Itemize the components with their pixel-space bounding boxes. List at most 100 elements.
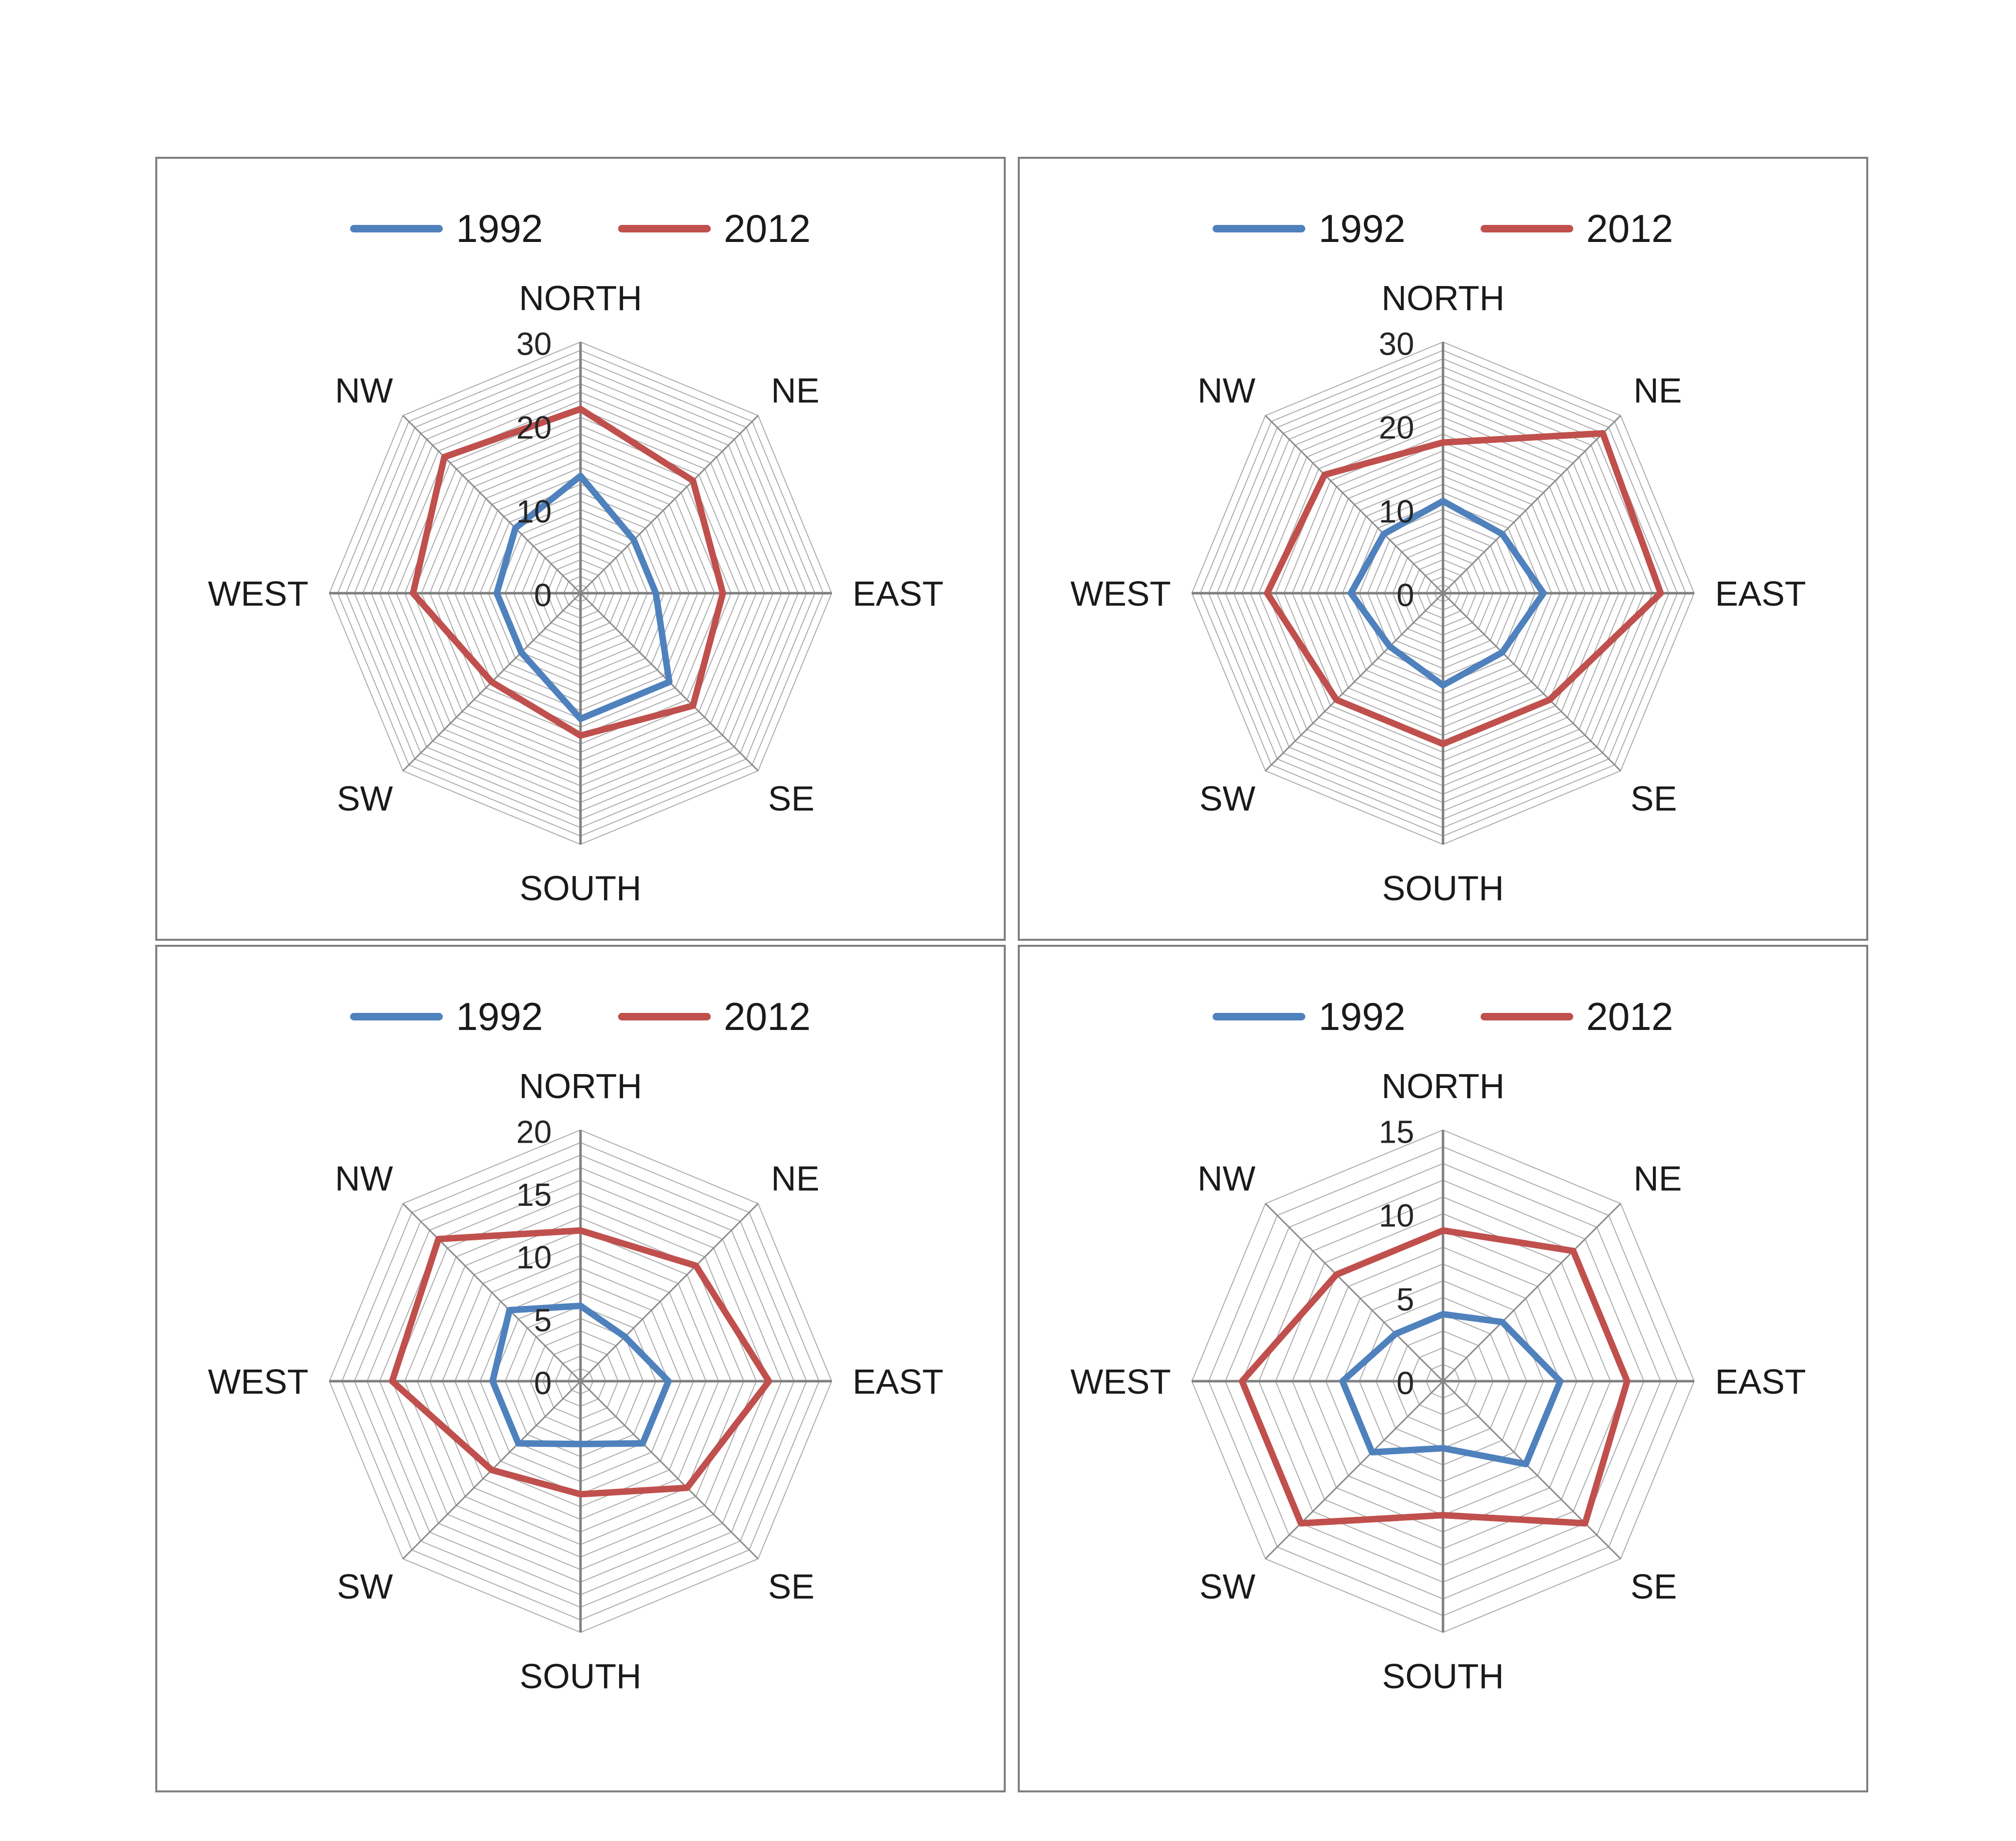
tick-label-0: 0	[1396, 578, 1414, 613]
legend-swatch-1992	[1213, 1012, 1306, 1020]
series-1992-polygon	[1347, 497, 1547, 689]
radar-panel-bottom-right: 1992 2012 0 5 10 15 NORTH NE EAST SE SOUTH SW WEST…	[1018, 945, 1868, 1792]
axis-label-ne: NE	[1633, 1159, 1682, 1198]
axis-spoke-ne	[1442, 1203, 1621, 1382]
axis-label-ne: NE	[771, 1159, 819, 1198]
legend-swatch-1992	[350, 1012, 443, 1020]
radar-panel-bottom-left: 1992 2012 0 5 10 15 20 NORTH NE EAST SE SOUTH SW WE…	[155, 945, 1006, 1792]
axis-label-west: WEST	[208, 574, 309, 613]
legend-swatch-1992	[350, 224, 443, 232]
axis-label-south: SOUTH	[519, 1657, 641, 1696]
tick-label-30: 30	[516, 327, 552, 362]
axis-label-west: WEST	[208, 1362, 309, 1401]
legend-item-1992: 1992	[1213, 997, 1405, 1036]
tick-label-15: 15	[1379, 1115, 1414, 1150]
legend-label-1992: 1992	[1318, 994, 1405, 1038]
tick-label-5: 5	[534, 1303, 551, 1339]
axis-spoke-sw	[1265, 593, 1444, 771]
legend-swatch-2012	[1481, 1012, 1573, 1020]
series-1992-polygon	[1339, 1310, 1564, 1468]
legend-swatch-1992	[1213, 224, 1306, 232]
tick-label-0: 0	[534, 578, 551, 613]
axis-label-se: SE	[768, 1567, 814, 1606]
axis-label-north: NORTH	[1381, 1067, 1505, 1106]
tick-label-30: 30	[1379, 327, 1414, 362]
axis-spoke-se	[580, 1381, 759, 1559]
legend-label-1992: 1992	[456, 994, 543, 1038]
series-2012-polygon	[1239, 1227, 1631, 1527]
radar-chart-grid: 1992 2012 0 10 20 30 NORTH NE EAST SE SOUTH SW WES…	[155, 157, 1868, 1792]
tick-label-10: 10	[1379, 494, 1414, 530]
axis-label-south: SOUTH	[1382, 1657, 1504, 1696]
series-2012-polygon	[1264, 430, 1664, 747]
tick-label-15: 15	[516, 1177, 552, 1213]
axis-label-west: WEST	[1070, 574, 1171, 613]
axis-spoke-sw	[1265, 1381, 1444, 1559]
legend-label-2012: 2012	[1586, 994, 1673, 1038]
radar-chart-top-left: 0 10 20 30 NORTH NE EAST SE SOUTH SW WEST NW	[208, 279, 944, 908]
tick-label-10: 10	[516, 1240, 552, 1275]
axis-spoke-se	[1442, 593, 1621, 771]
axis-label-sw: SW	[337, 1567, 393, 1606]
legend-item-1992: 1992	[350, 997, 543, 1036]
axis-spoke-ne	[580, 1203, 759, 1382]
axis-label-north: NORTH	[1381, 279, 1505, 318]
tick-label-5: 5	[1396, 1282, 1414, 1318]
chart-legend: 1992 2012	[350, 209, 811, 248]
legend-swatch-2012	[618, 224, 711, 232]
axis-spoke-nw	[1265, 415, 1444, 594]
axis-label-east: EAST	[852, 574, 944, 613]
legend-item-2012: 2012	[618, 997, 811, 1036]
axis-label-sw: SW	[1200, 1567, 1256, 1606]
axis-label-nw: NW	[1198, 371, 1256, 410]
axis-label-nw: NW	[1198, 1159, 1256, 1198]
series-1992-polygon	[489, 1302, 672, 1448]
axis-label-sw: SW	[1200, 779, 1256, 818]
axis-label-ne: NE	[771, 371, 819, 410]
radar-chart-bottom-left: 0 5 10 15 20 NORTH NE EAST SE SOUTH SW WEST NW	[208, 1067, 944, 1696]
axis-label-ne: NE	[1633, 371, 1682, 410]
tick-label-10: 10	[1379, 1198, 1414, 1234]
axis-label-east: EAST	[852, 1362, 944, 1401]
axis-label-south: SOUTH	[519, 869, 641, 908]
tick-label-0: 0	[1396, 1366, 1414, 1401]
legend-item-1992: 1992	[1213, 209, 1405, 248]
axis-spoke-se	[1442, 1381, 1621, 1559]
tick-label-0: 0	[534, 1366, 551, 1401]
radar-chart-bottom-right: 0 5 10 15 NORTH NE EAST SE SOUTH SW WEST NW	[1070, 1067, 1806, 1696]
axis-label-se: SE	[768, 779, 814, 818]
series-1992-polygon	[493, 472, 673, 722]
chart-legend: 1992 2012	[1213, 997, 1673, 1036]
axis-label-sw: SW	[337, 779, 393, 818]
series-2012-polygon	[389, 1227, 772, 1498]
axis-label-se: SE	[1630, 1567, 1677, 1606]
axis-spoke-nw	[402, 1203, 582, 1382]
legend-label-1992: 1992	[1318, 206, 1405, 250]
legend-swatch-2012	[618, 1012, 711, 1020]
axis-spoke-nw	[402, 415, 582, 594]
axis-label-nw: NW	[335, 371, 393, 410]
axis-spoke-nw	[1265, 1203, 1444, 1382]
legend-item-2012: 2012	[618, 209, 811, 248]
axis-label-north: NORTH	[519, 1067, 642, 1106]
legend-item-1992: 1992	[350, 209, 543, 248]
legend-label-2012: 2012	[724, 206, 811, 250]
axis-label-north: NORTH	[519, 279, 642, 318]
legend-label-2012: 2012	[724, 994, 811, 1038]
axis-spoke-ne	[580, 415, 759, 594]
chart-legend: 1992 2012	[1213, 209, 1673, 248]
axis-spoke-ne	[1442, 415, 1621, 594]
radar-panel-top-left: 1992 2012 0 10 20 30 NORTH NE EAST SE SOUTH SW WES…	[155, 157, 1006, 941]
series-2012-polygon	[410, 406, 726, 739]
legend-swatch-2012	[1481, 224, 1573, 232]
axis-label-west: WEST	[1070, 1362, 1171, 1401]
legend-label-2012: 2012	[1586, 206, 1673, 250]
radar-chart-top-right: 0 10 20 30 NORTH NE EAST SE SOUTH SW WEST NW	[1070, 279, 1806, 908]
legend-item-2012: 2012	[1481, 209, 1673, 248]
axis-label-se: SE	[1630, 779, 1677, 818]
tick-label-10: 10	[516, 494, 552, 530]
chart-legend: 1992 2012	[350, 997, 811, 1036]
tick-label-20: 20	[1379, 410, 1414, 446]
axis-label-east: EAST	[1715, 574, 1806, 613]
radar-panel-top-right: 1992 2012 0 10 20 30 NORTH NE EAST SE SOUTH SW WES…	[1018, 157, 1868, 941]
